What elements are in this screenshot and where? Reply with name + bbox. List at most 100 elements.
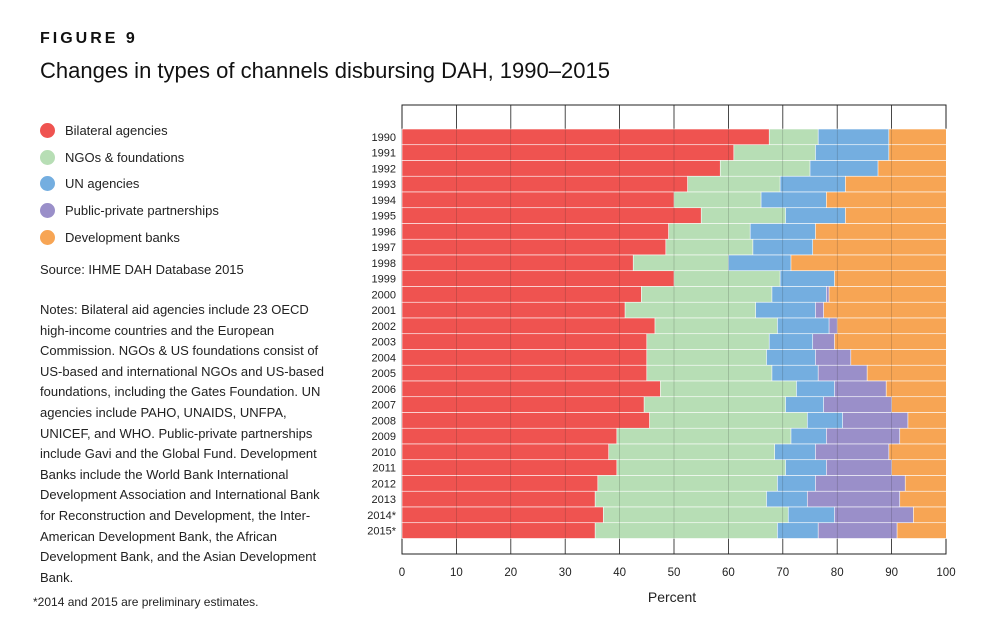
bar-segment [401,286,642,303]
notes-text: Notes: Bilateral aid agencies include 23… [40,302,324,585]
bar-segment [777,317,830,335]
bar-segment [790,254,947,272]
bar-segment [891,459,947,476]
y-tick-label: 2006 [372,384,396,396]
bar-segment [733,144,817,161]
y-tick-label: 2004 [372,352,396,364]
x-tick-label: 30 [559,567,572,579]
bar-segment [812,333,836,350]
x-tick-label: 50 [668,567,681,579]
bar-segment [728,254,792,272]
bar-segment [401,191,675,209]
bar-segment [646,349,768,366]
bar-segment [823,396,893,413]
bar-segment [771,286,827,303]
x-tick-label: 100 [936,567,955,579]
bar-segment [401,412,651,429]
bar-segment [401,522,596,539]
bar-segment [850,349,947,366]
bar-segment [779,270,836,287]
bar-segment [817,364,868,382]
legend-item-ppp: Public-private partnerships [40,197,219,224]
y-tick-label: 2001 [372,305,396,317]
x-tick-label: 60 [722,567,735,579]
bar-segment [401,223,670,240]
bar-segment [806,490,901,508]
bar-segment [828,317,838,335]
bar-segment [643,396,787,413]
x-tick-label: 40 [613,567,626,579]
bar-segment [809,160,879,177]
bar-segment [796,380,836,398]
bar-segment [899,427,947,445]
bar-segment [777,475,817,492]
bar-segment [401,207,702,224]
bar-segment [834,380,887,398]
y-tick-label: 2015* [367,526,396,538]
legend-label-ppp: Public-private partnerships [65,202,219,218]
bar-segment [719,160,811,177]
bar-segment [401,380,662,398]
y-tick-label: 2012 [372,478,396,490]
bar-segment [668,223,751,240]
bar-segment [665,238,754,256]
bar-segment [815,349,852,366]
legend-label-devbanks: Development banks [65,229,180,245]
bar-segment [401,333,648,350]
bar-segment [834,270,947,287]
bar-segment [641,286,773,303]
bar-segment [817,522,898,539]
legend-item-ngos: NGOs & foundations [40,144,219,171]
bar-segment [768,333,814,350]
bar-segment [616,459,787,476]
bar-segment [608,443,776,461]
bar-segment [755,301,817,319]
x-tick-label: 0 [399,567,405,579]
legend-swatch-un [40,176,55,192]
x-tick-label: 70 [776,567,789,579]
bar-segment [401,317,656,335]
bar-segment [594,490,768,508]
bar-segment [815,475,906,492]
footnote-text: *2014 and 2015 are preliminary estimates… [33,595,259,609]
y-tick-label: 1999 [372,274,396,286]
bar-segment [624,301,757,319]
bar-segment [845,175,947,193]
x-tick-label: 90 [885,567,898,579]
bar-segment [401,443,610,461]
bar-segment [401,254,634,272]
bar-segment [899,490,947,508]
bar-segment [646,364,773,382]
bar-segment [891,396,947,413]
bar-segment [401,238,667,256]
bar-segment [768,128,819,146]
y-tick-label: 1998 [372,258,396,270]
bar-segment [907,412,947,429]
bar-segment [401,349,648,366]
y-tick-label: 2009 [372,431,396,443]
bar-segment [774,443,817,461]
y-tick-label: 2007 [372,400,396,412]
bar-segment [812,238,947,256]
bar-segment [888,144,947,161]
bar-segment [913,506,947,524]
bar-segment [815,144,890,161]
bar-segment [815,443,890,461]
bar-segment [815,223,947,240]
bar-segment [401,396,645,413]
bar-segment [401,175,689,193]
bar-segment [845,207,947,224]
legend-label-bilateral: Bilateral agencies [65,122,168,138]
bar-segment [771,364,819,382]
bar-segment [760,191,827,209]
bar-segment [401,459,618,476]
figure-label: FIGURE 9 [40,30,138,47]
bar-segment [842,412,909,429]
bar-segment [401,270,675,287]
legend: Bilateral agencies NGOs & foundations UN… [40,117,219,250]
y-tick-label: 1990 [372,132,396,144]
bar-segment [828,286,947,303]
bar-segment [885,380,947,398]
bar-segment [790,427,827,445]
